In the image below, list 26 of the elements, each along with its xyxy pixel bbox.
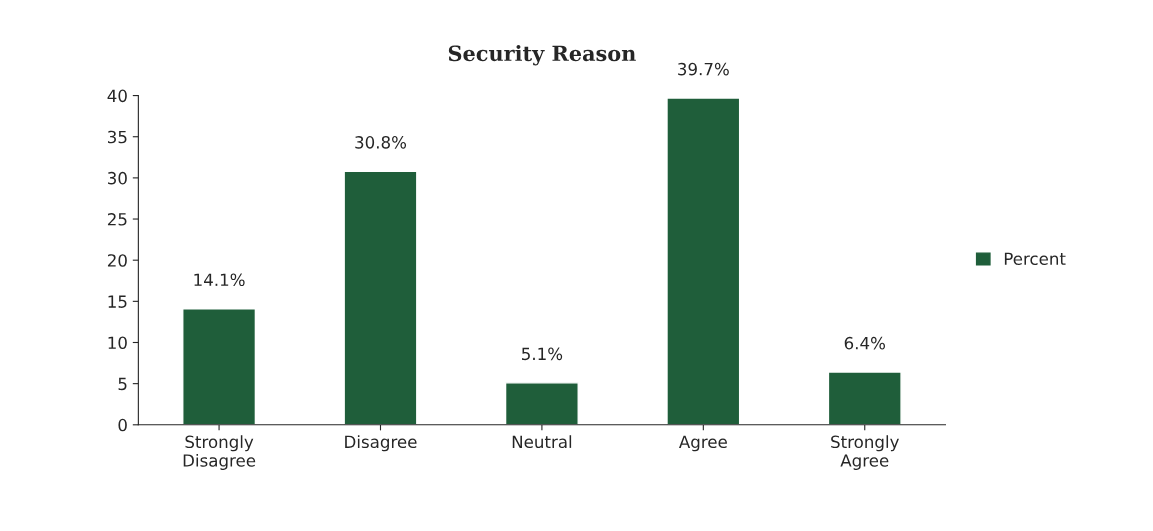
bar [504,382,579,425]
text: 39.7% [678,62,729,76]
y-tick-label: 25 [107,213,127,226]
text: 14.1% [194,273,245,287]
x-tick-label: Agree [678,435,727,452]
y-tick-label: 5 [118,377,127,391]
x-tick-label: Strongly Disagree [183,435,256,471]
x-tick-label: Disagree [345,435,417,452]
legend-label: Percent [1004,252,1066,266]
bar [827,371,902,425]
bar [343,170,418,425]
text: 30.8% [355,136,407,149]
bar [666,97,741,425]
x-tick-label: Strongly Agree [831,435,899,471]
y-tick-label: 30 [108,171,127,185]
x-tick-label: Neutral [512,435,572,449]
y-tick-label: 40 [107,89,127,103]
text: 6.4% [844,336,885,350]
y-tick-label: 15 [108,295,127,308]
y-tick-label: 0 [118,418,127,432]
bar [182,308,257,425]
chart-title: Security Reason [448,45,636,66]
y-tick-label: 20 [107,254,127,267]
y-tick-label: 35 [108,130,127,144]
y-tick-label: 10 [108,336,127,350]
text: 5.1% [522,347,563,361]
